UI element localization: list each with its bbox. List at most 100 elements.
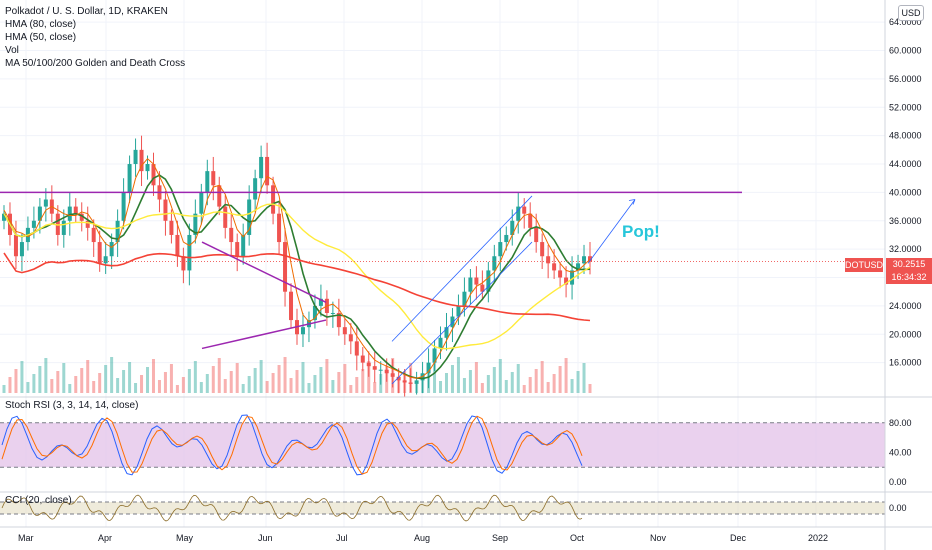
y-tick-label: 20.0000 — [889, 329, 922, 339]
candle-body — [372, 366, 377, 370]
stoch-tick-label: 0.00 — [889, 477, 907, 487]
legend-vol: Vol — [5, 45, 19, 56]
candle-body — [265, 156, 270, 186]
ma100-line — [3, 203, 591, 350]
candle-body — [121, 192, 126, 221]
candle-body — [462, 291, 467, 306]
volume-bar — [110, 357, 114, 393]
candle-body — [492, 256, 497, 271]
candle-body — [378, 369, 383, 371]
volume-bar — [86, 360, 90, 393]
candle-body — [354, 341, 359, 356]
stoch-band — [0, 422, 885, 468]
volume-bar — [68, 384, 72, 393]
volume-bar — [92, 381, 96, 393]
cci-title: CCI (20, close) — [5, 495, 72, 506]
y-tick-label: 40.0000 — [889, 187, 922, 197]
volume-bar — [199, 382, 203, 393]
candlestick-series — [2, 135, 592, 398]
volume-bar — [14, 369, 18, 393]
candle-body — [181, 256, 186, 271]
x-tick-label: Nov — [650, 533, 667, 543]
channel-upper — [391, 195, 533, 342]
volume-bar — [187, 369, 191, 393]
candle-body — [211, 171, 216, 186]
candle-body — [271, 185, 276, 214]
candle-body — [564, 277, 569, 285]
volume-bar — [528, 377, 532, 393]
volume-bar — [44, 358, 48, 393]
volume-bar — [259, 360, 263, 393]
volume-bar — [50, 379, 54, 393]
volume-bar — [349, 385, 353, 393]
candle-body — [558, 270, 563, 278]
candle-body — [205, 171, 210, 193]
currency-button[interactable]: USD — [898, 5, 924, 21]
cci-pane: 0.00 — [0, 494, 907, 522]
volume-bar — [193, 361, 197, 393]
volume-bar — [277, 365, 281, 393]
legend-hma50: HMA (50, close) — [5, 32, 77, 43]
ma200-line — [3, 252, 591, 322]
candle-body — [73, 206, 78, 214]
candle-body — [97, 242, 102, 264]
volume-bar — [540, 361, 544, 393]
candle-body — [253, 178, 258, 200]
volume-bar — [253, 368, 257, 393]
x-tick-label: Apr — [98, 533, 112, 543]
candle-body — [139, 149, 144, 172]
volume-bar — [319, 367, 323, 393]
volume-bar — [20, 361, 24, 393]
stoch-tick-label: 40.00 — [889, 447, 912, 457]
y-tick-label: 36.0000 — [889, 216, 922, 226]
candle-body — [19, 242, 24, 257]
volume-bar — [456, 357, 460, 393]
candle-body — [528, 213, 533, 228]
volume-bar — [367, 361, 371, 393]
candle-body — [588, 256, 592, 262]
volume-bar — [211, 366, 215, 393]
candle-body — [444, 327, 449, 338]
x-tick-label: Dec — [730, 533, 747, 543]
candle-body — [468, 277, 473, 292]
volume-bar — [74, 376, 78, 393]
volume-bar — [283, 357, 287, 393]
candle-body — [85, 220, 90, 228]
x-tick-label: May — [176, 533, 194, 543]
chart-legend: Polkadot / U. S. Dollar, 1D, KRAKEN HMA … — [5, 5, 185, 70]
volume-bar — [552, 374, 556, 393]
volume-bar — [235, 363, 239, 393]
candle-body — [336, 312, 341, 328]
volume-bar — [122, 370, 126, 393]
volume-bar — [516, 364, 520, 393]
volume-bar — [313, 375, 317, 393]
volume-bar — [38, 366, 42, 393]
hma80-line — [3, 174, 591, 380]
volume-bar — [98, 373, 102, 393]
y-tick-label: 44.0000 — [889, 159, 922, 169]
candle-body — [67, 206, 72, 221]
candle-body — [187, 234, 192, 271]
candle-body — [390, 373, 395, 377]
volume-bar — [56, 371, 60, 393]
candle-body — [498, 242, 503, 257]
cci-tick-label: 0.00 — [889, 503, 907, 513]
candle-body — [576, 263, 581, 271]
candle-body — [480, 284, 485, 292]
cci-line — [1, 494, 583, 522]
y-tick-label: 56.0000 — [889, 74, 922, 84]
volume-bar — [181, 377, 185, 393]
price-value: 30.2515 — [892, 259, 926, 269]
x-tick-label: Mar — [18, 533, 34, 543]
countdown-value: 16:34:32 — [891, 272, 927, 282]
x-tick-label: Jul — [336, 533, 348, 543]
candle-body — [474, 277, 479, 285]
projection-arrow — [587, 199, 636, 264]
candle-body — [133, 149, 138, 165]
stoch-rsi-pane: 80.00 40.00 0.00 — [0, 414, 912, 487]
volume-bar — [576, 371, 580, 393]
candle-body — [91, 227, 96, 243]
candle-body — [396, 376, 401, 381]
candle-body — [223, 206, 228, 228]
